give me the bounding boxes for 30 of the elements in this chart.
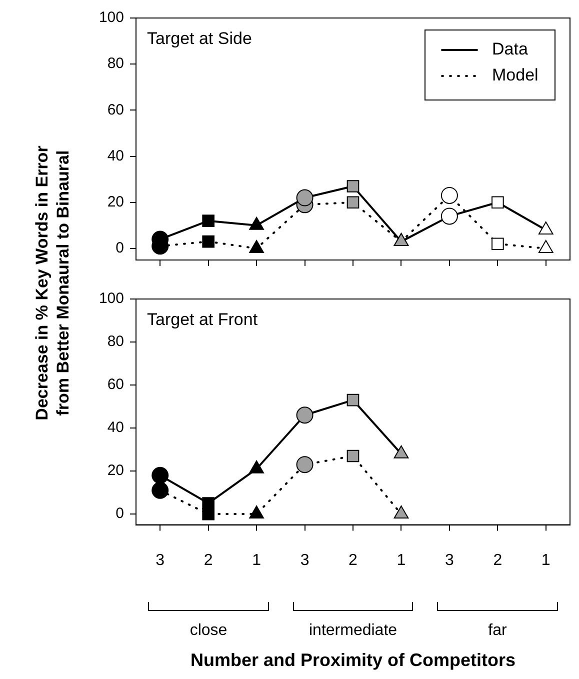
- y-tick-label: 100: [98, 290, 124, 308]
- text: far: [488, 622, 507, 640]
- x-tick-label: 1: [252, 552, 262, 569]
- y-tick-label: 80: [107, 333, 124, 350]
- x-tick-label: 2: [493, 552, 502, 569]
- x-tick-label: 3: [444, 552, 454, 569]
- text: Target at Front: [147, 310, 258, 330]
- y-tick-label: 0: [116, 505, 124, 522]
- y-tick-label: 80: [107, 55, 124, 72]
- x-tick-label: 2: [204, 552, 213, 569]
- text: Target at Side: [147, 29, 252, 48]
- x-tick-label: 2: [348, 552, 358, 569]
- legend-label: Data: [492, 40, 528, 59]
- y-tick-label: 20: [107, 194, 124, 211]
- y-tick-label: 60: [107, 101, 124, 118]
- y-tick-label: 40: [107, 419, 124, 436]
- x-tick-label: 1: [396, 552, 406, 569]
- y-axis-title: Decrease in % Key Words in Error from Better Monaural to Binaural: [30, 146, 73, 420]
- x-tick-label: 1: [541, 552, 550, 569]
- legend-label: Model: [492, 66, 538, 85]
- y-tick-label: 60: [107, 376, 124, 394]
- x-tick-label: 3: [300, 552, 310, 569]
- text: intermediate: [309, 622, 398, 640]
- x-tick-label: 3: [156, 552, 165, 569]
- y-tick-label: 20: [107, 462, 124, 480]
- x-axis-title: Number and Proximity of Competitors: [190, 650, 516, 671]
- y-tick-label: 0: [116, 240, 124, 257]
- text: close: [190, 622, 228, 640]
- y-tick-label: 40: [107, 147, 124, 164]
- y-tick-label: 100: [98, 9, 124, 26]
